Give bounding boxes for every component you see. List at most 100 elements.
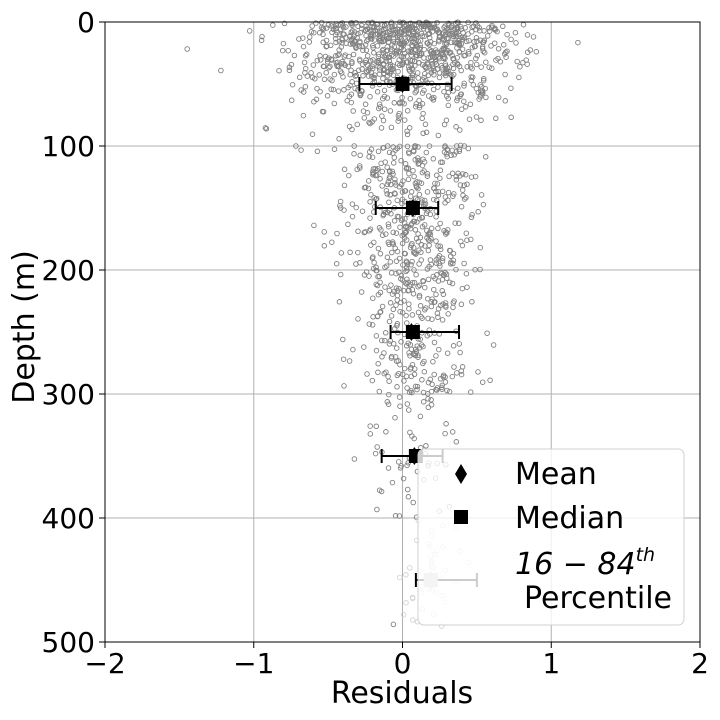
scatter-point (462, 25, 468, 31)
scatter-point (367, 215, 373, 221)
scatter-point (454, 370, 460, 376)
scatter-point (398, 35, 404, 42)
scatter-point (441, 45, 447, 52)
x-tick-label: 2 (691, 647, 709, 680)
scatter-point (361, 184, 368, 191)
scatter-point (457, 182, 464, 188)
scatter-point (387, 259, 394, 265)
scatter-point (453, 124, 459, 130)
scatter-point (435, 84, 441, 90)
scatter-point (415, 231, 421, 237)
scatter-point (438, 62, 445, 69)
mean-marker (406, 199, 419, 217)
scatter-point (389, 41, 395, 48)
scatter-point (437, 302, 444, 309)
scatter-point (424, 266, 431, 272)
scatter-point (508, 36, 514, 43)
scatter-point (453, 143, 460, 149)
scatter-point (394, 321, 401, 327)
scatter-point (450, 300, 457, 306)
scatter-point (463, 230, 470, 236)
scatter-point (349, 79, 355, 85)
scatter-point (348, 91, 355, 97)
scatter-point (437, 220, 443, 227)
scatter-point (450, 71, 457, 78)
scatter-point (320, 63, 327, 70)
scatter-point (400, 53, 407, 60)
scatter-point (378, 488, 385, 495)
scatter-point (473, 114, 480, 120)
scatter-point (424, 27, 431, 33)
scatter-point (329, 29, 335, 36)
scatter-point (428, 298, 435, 305)
scatter-point (383, 429, 389, 435)
scatter-point (429, 296, 435, 302)
scatter-point (359, 88, 365, 94)
scatter-point (352, 70, 358, 76)
scatter-point (406, 150, 412, 157)
scatter-point (309, 131, 316, 137)
scatter-point (289, 81, 296, 88)
scatter-point (386, 318, 393, 325)
scatter-point (415, 283, 421, 290)
scatter-point (358, 289, 365, 295)
scatter-point (376, 59, 382, 66)
scatter-point (494, 28, 500, 35)
scatter-point (270, 22, 276, 28)
scatter-point (455, 85, 461, 91)
scatter-point (478, 192, 485, 198)
scatter-point (406, 35, 413, 42)
scatter-point (353, 261, 359, 267)
scatter-point (524, 49, 531, 55)
scatter-point (396, 255, 403, 262)
scatter-point (339, 58, 345, 65)
scatter-point (478, 117, 484, 124)
scatter-point (391, 23, 398, 29)
scatter-point (428, 397, 434, 403)
scatter-point (457, 127, 463, 133)
scatter-point (473, 35, 480, 41)
scatter-point (421, 368, 428, 375)
scatter-point (396, 143, 403, 150)
scatter-point (286, 67, 293, 74)
scatter-point (394, 372, 401, 379)
scatter-point (349, 28, 356, 34)
scatter-point (402, 161, 409, 167)
scatter-point (302, 83, 309, 90)
scatter-point (340, 31, 346, 37)
scatter-point (428, 235, 434, 242)
scatter-point (387, 108, 394, 114)
scatter-point (479, 45, 486, 52)
scatter-point (444, 153, 450, 160)
scatter-point (425, 93, 432, 99)
scatter-point (366, 119, 372, 126)
scatter-point (422, 121, 429, 128)
scatter-point (422, 284, 428, 291)
scatter-point (413, 271, 419, 278)
scatter-point (482, 154, 489, 160)
scatter-point (403, 237, 410, 243)
y-tick-label: 0 (77, 6, 95, 39)
scatter-point (368, 191, 374, 198)
scatter-point (438, 269, 444, 276)
scatter-point (392, 513, 399, 519)
scatter-point (258, 37, 265, 44)
x-tick-label: 1 (542, 647, 560, 680)
scatter-point (457, 349, 463, 356)
scatter-point (449, 147, 455, 154)
scatter-point (378, 125, 385, 131)
scatter-point (426, 143, 433, 149)
scatter-point (488, 43, 494, 49)
scatter-point (486, 25, 492, 31)
scatter-point (390, 229, 396, 236)
scatter-point (394, 384, 400, 390)
scatter-point (300, 35, 306, 41)
scatter-point (381, 22, 388, 28)
scatter-point (374, 43, 381, 49)
scatter-point (370, 42, 376, 49)
scatter-point (403, 268, 409, 275)
scatter-point (412, 25, 418, 32)
scatter-point (398, 272, 405, 279)
scatter-point (392, 414, 398, 421)
scatter-point (378, 227, 384, 233)
